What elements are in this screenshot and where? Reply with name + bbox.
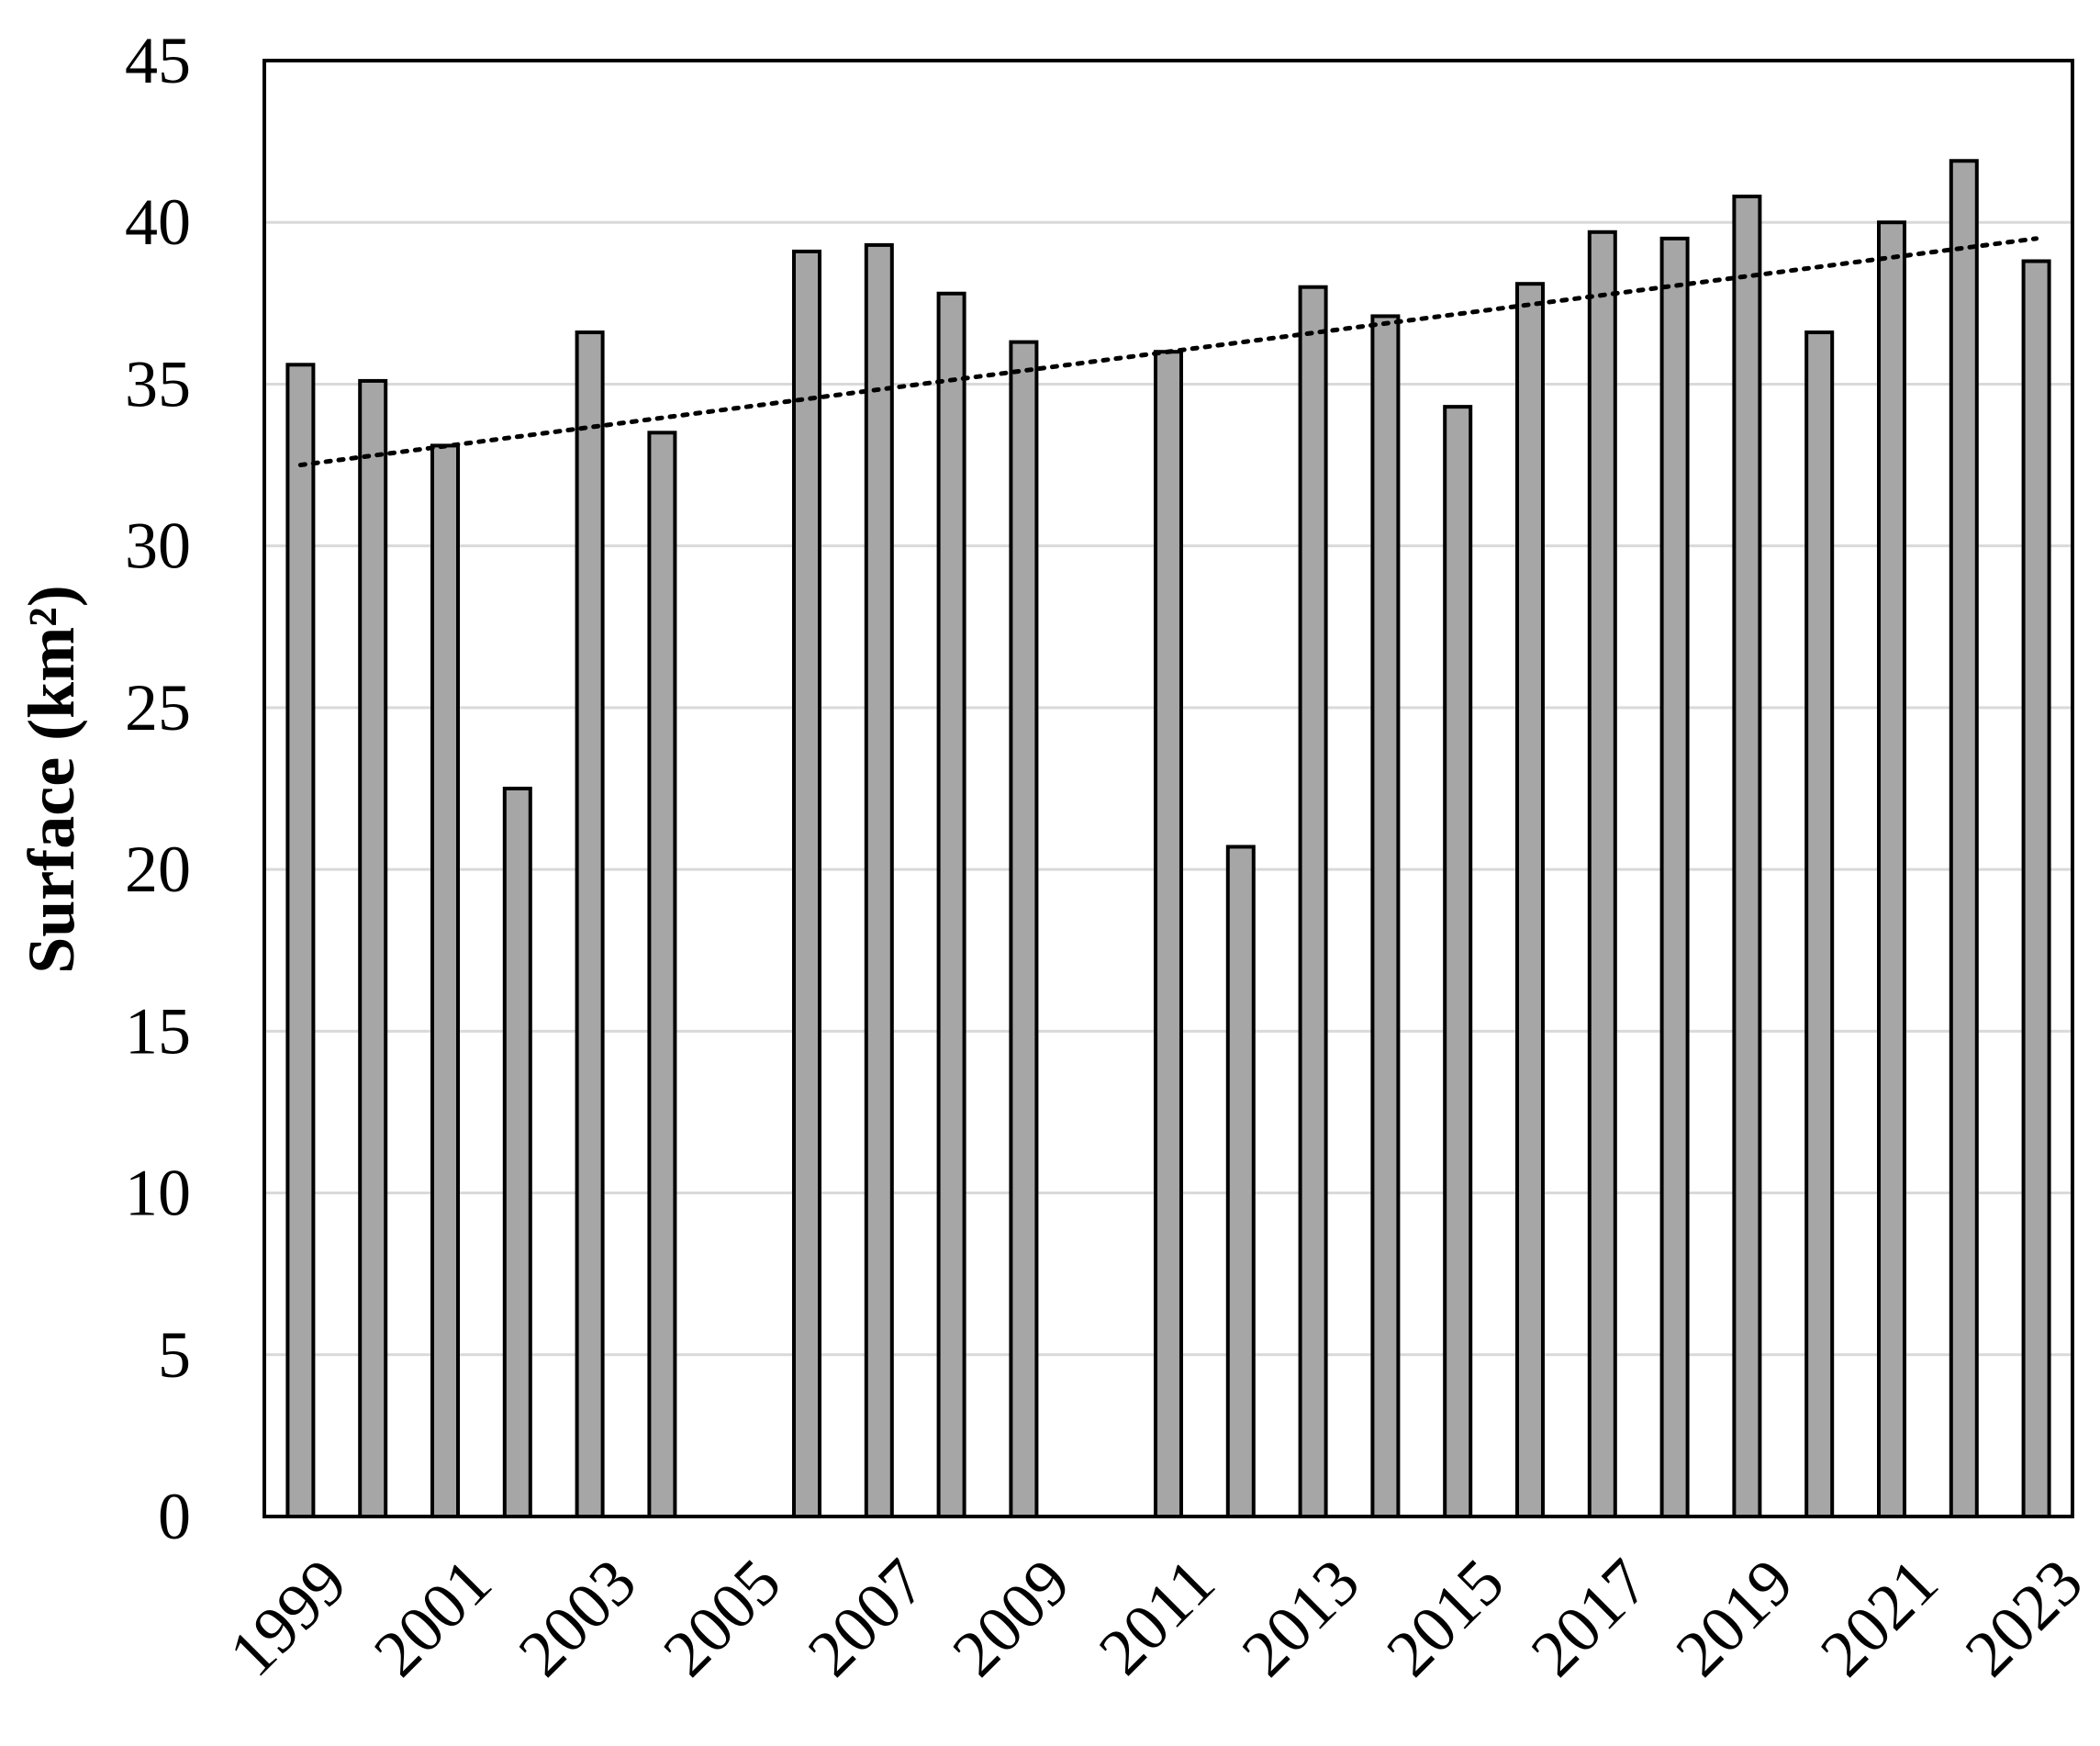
bar-2004 xyxy=(647,431,677,1518)
bar-series xyxy=(285,159,2051,1519)
bar-2009 xyxy=(1009,340,1039,1518)
x-tick-label: 2023 xyxy=(1951,1545,2096,1690)
y-tick-label: 5 xyxy=(158,1318,191,1392)
x-tick-label: 1999 xyxy=(216,1545,361,1690)
bar-2007 xyxy=(864,242,894,1519)
y-tick-label: 40 xyxy=(125,185,191,259)
y-tick-label: 45 xyxy=(125,24,191,97)
bar-2014 xyxy=(1370,314,1401,1518)
y-tick-label: 0 xyxy=(158,1480,191,1553)
bar-2013 xyxy=(1298,285,1328,1519)
x-tick-label: 2013 xyxy=(1228,1545,1373,1690)
y-tick-label: 30 xyxy=(125,509,191,583)
x-axis-ticks: 1999 2001 2003 2005 2007 2009 2011 2013 2015 2017… xyxy=(216,1545,2097,1690)
bar-1999 xyxy=(285,363,316,1519)
x-tick-label: 2009 xyxy=(939,1545,1084,1690)
x-tick-label: 2021 xyxy=(1806,1545,1951,1690)
x-tick-label: 2015 xyxy=(1372,1545,1517,1690)
y-axis-ticks: 0 5 10 15 20 25 30 35 40 45 xyxy=(125,24,191,1553)
bar-2008 xyxy=(936,291,966,1518)
bar-2017 xyxy=(1587,229,1617,1519)
bar-2000 xyxy=(358,378,388,1518)
x-tick-label: 2011 xyxy=(1085,1545,1229,1689)
bar-2019 xyxy=(1732,195,1762,1519)
y-tick-label: 10 xyxy=(125,1157,191,1230)
x-tick-label: 2017 xyxy=(1517,1545,1662,1690)
bar-2022 xyxy=(1949,159,1979,1518)
x-tick-label: 2001 xyxy=(360,1545,505,1690)
y-tick-label: 15 xyxy=(125,994,191,1068)
x-tick-label: 2005 xyxy=(649,1545,794,1690)
bar-2003 xyxy=(575,330,605,1518)
y-tick-label: 25 xyxy=(125,671,191,744)
bar-2016 xyxy=(1515,282,1545,1519)
plot-area-frame xyxy=(262,59,2074,1518)
y-axis-title: Surface (km²) xyxy=(15,585,88,974)
x-tick-label: 2003 xyxy=(505,1545,650,1690)
bar-2006 xyxy=(792,249,821,1518)
bar-2001 xyxy=(430,443,460,1518)
bar-2012 xyxy=(1225,845,1256,1518)
x-tick-label: 2007 xyxy=(794,1545,939,1690)
x-tick-label: 2019 xyxy=(1662,1545,1807,1690)
bar-2018 xyxy=(1659,236,1690,1518)
bar-2015 xyxy=(1443,405,1473,1518)
y-tick-label: 20 xyxy=(125,833,191,906)
bar-2023 xyxy=(2021,259,2051,1519)
trendline-group xyxy=(297,236,2039,468)
bar-2011 xyxy=(1154,350,1183,1519)
bar-2021 xyxy=(1877,220,1906,1519)
y-tick-label: 35 xyxy=(125,347,191,420)
bar-2002 xyxy=(502,787,532,1518)
bar-2020 xyxy=(1804,330,1835,1518)
trendline xyxy=(297,236,2039,468)
